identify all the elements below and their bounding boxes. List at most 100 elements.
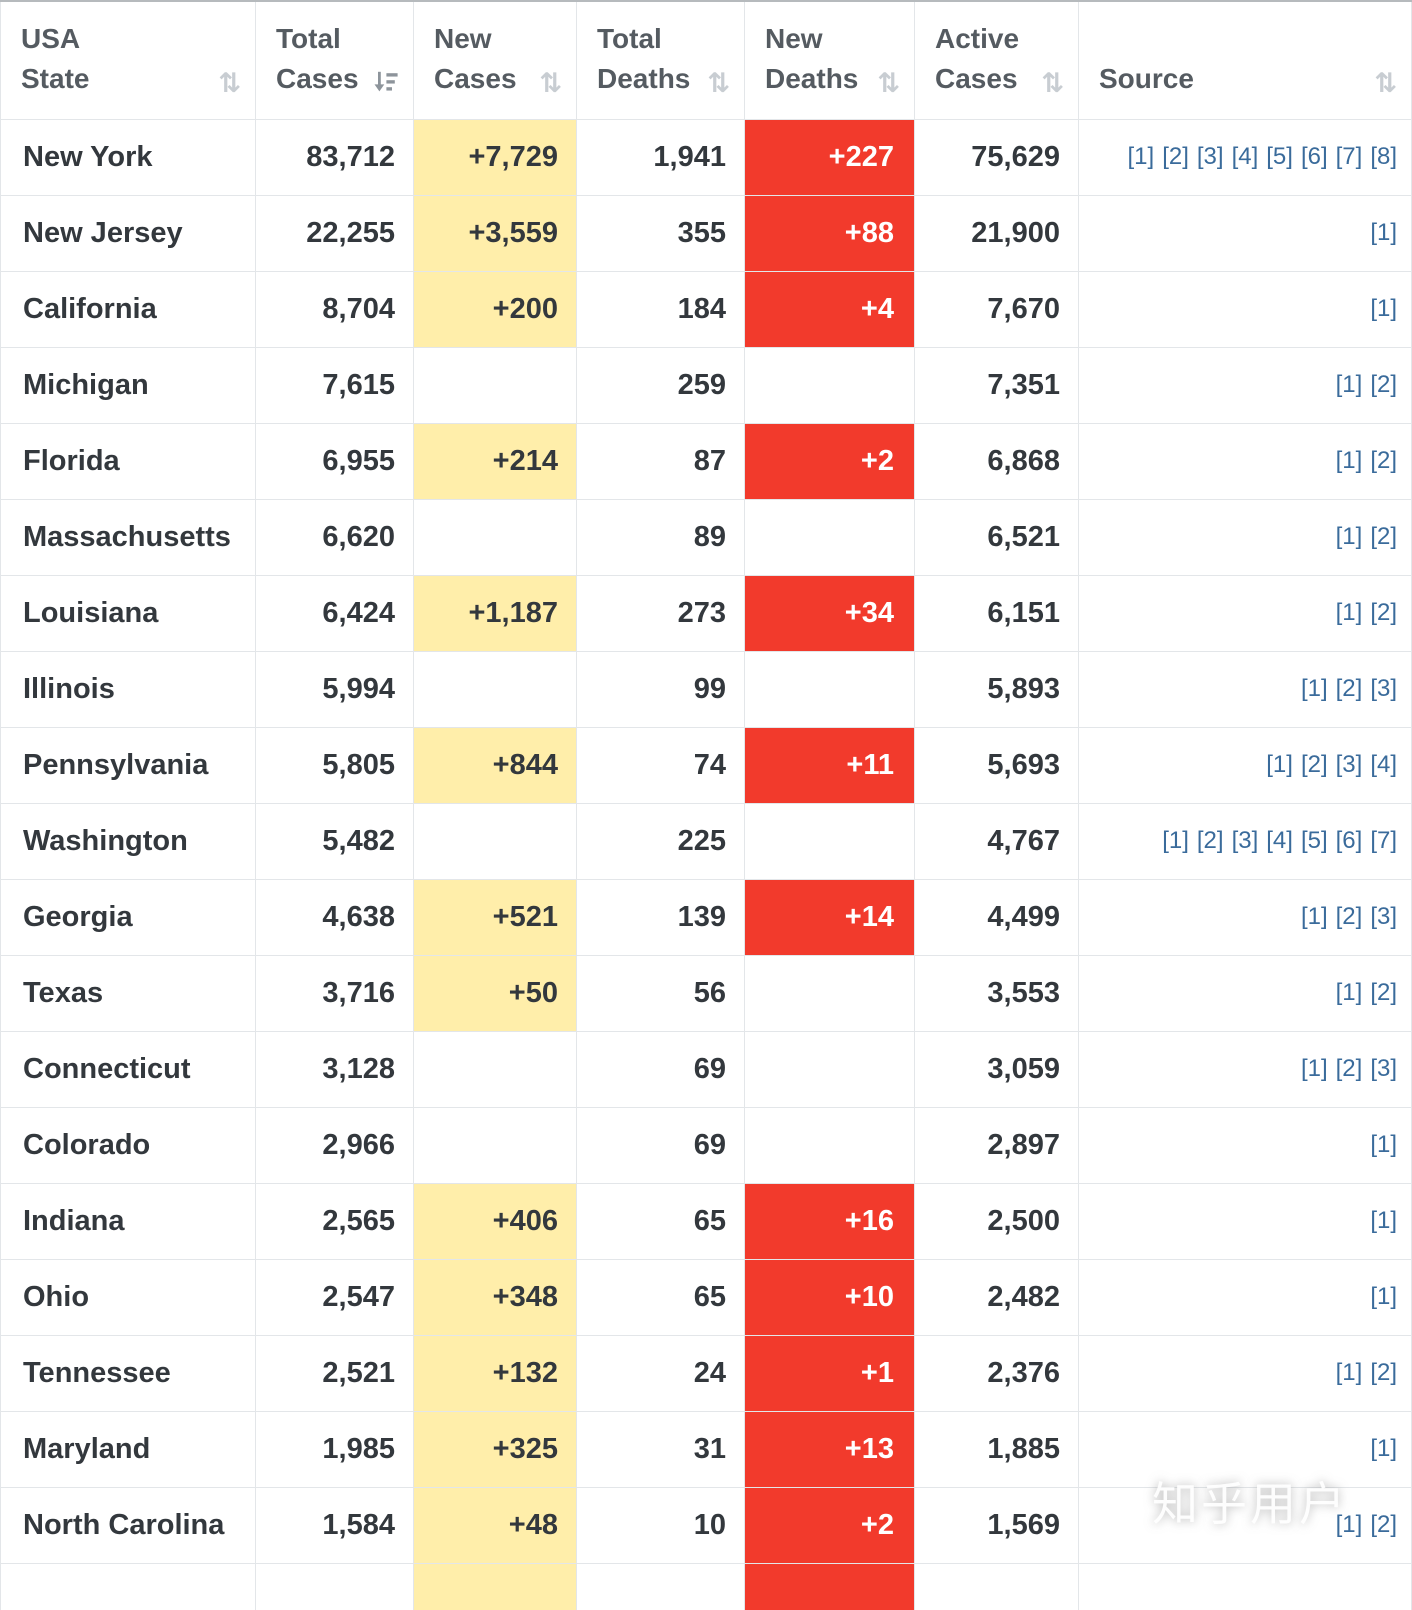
total-deaths-cell: 89 (576, 498, 745, 576)
source-link[interactable]: [2] (1162, 143, 1189, 170)
new-cases-cell: +3,559 (413, 194, 577, 272)
source-link[interactable]: [1] (1370, 1207, 1397, 1234)
table-row: Colorado 2,966 69 2,897 [1] (0, 1106, 1412, 1184)
sort-desc-active-icon[interactable] (371, 69, 399, 97)
source-link[interactable]: [1] (1335, 1359, 1363, 1386)
active-cases-cell: 6,868 (914, 422, 1079, 500)
total-cases-cell: 6,620 (255, 498, 414, 576)
col-header-source[interactable]: Source ⇅ (1078, 0, 1412, 120)
source-link[interactable]: [1] (1162, 827, 1189, 854)
new-cases-cell (413, 802, 577, 880)
source-link[interactable]: [2] (1370, 447, 1397, 474)
total-deaths-cell: 99 (576, 650, 745, 728)
table-row: Illinois 5,994 99 5,893 [1] [2] [3] (0, 650, 1412, 728)
state-cell: Maryland (0, 1410, 256, 1488)
source-link[interactable]: [2] (1335, 903, 1363, 930)
active-cases-cell: 2,500 (914, 1182, 1079, 1260)
table-row: Texas 3,716 +50 56 3,553 [1] [2] (0, 954, 1412, 1032)
total-cases-cell (255, 1562, 414, 1610)
total-deaths-cell: 10 (576, 1486, 745, 1564)
source-link[interactable]: [1] (1370, 219, 1397, 246)
new-deaths-cell: +227 (744, 118, 915, 196)
source-link[interactable]: [1] (1300, 1055, 1328, 1082)
source-link[interactable]: [5] (1266, 143, 1293, 170)
sort-both-icon[interactable]: ⇅ (218, 67, 241, 98)
sort-both-icon[interactable]: ⇅ (1041, 67, 1064, 98)
new-cases-cell: +7,729 (413, 118, 577, 196)
source-link[interactable]: [3] (1370, 675, 1397, 702)
source-link[interactable]: [1] (1127, 143, 1155, 170)
col-header-label: Total Cases (276, 23, 359, 94)
source-link[interactable]: [4] (1231, 143, 1259, 170)
source-link[interactable]: [1] (1266, 751, 1293, 778)
col-header-total-deaths[interactable]: Total Deaths ⇅ (576, 0, 745, 120)
source-link[interactable]: [1] (1300, 903, 1328, 930)
source-link[interactable]: [1] (1335, 1511, 1363, 1538)
new-cases-cell: +200 (413, 270, 577, 348)
source-link[interactable]: [6] (1335, 827, 1363, 854)
total-deaths-cell: 24 (576, 1334, 745, 1412)
table-row: New York 83,712 +7,729 1,941 +227 75,629 [1] [2… (0, 118, 1412, 196)
source-link[interactable]: [2] (1370, 599, 1397, 626)
source-link[interactable]: [1] (1370, 1283, 1397, 1310)
source-link[interactable]: [2] (1196, 827, 1224, 854)
total-deaths-cell: 184 (576, 270, 745, 348)
source-link[interactable]: [2] (1370, 523, 1397, 550)
col-header-usa-state[interactable]: USA State ⇅ (0, 0, 256, 120)
new-deaths-cell (744, 1030, 915, 1108)
source-link[interactable]: [1] (1335, 447, 1363, 474)
source-link[interactable]: [7] (1370, 827, 1397, 854)
source-link[interactable]: [1] (1370, 1435, 1397, 1462)
total-cases-cell: 3,716 (255, 954, 414, 1032)
source-link[interactable]: [2] (1370, 1359, 1397, 1386)
source-link[interactable]: [3] (1370, 903, 1397, 930)
source-link[interactable]: [3] (1335, 751, 1363, 778)
col-header-active-cases[interactable]: Active Cases ⇅ (914, 0, 1079, 120)
source-link[interactable]: [1] (1335, 979, 1363, 1006)
source-link[interactable]: [6] (1300, 143, 1328, 170)
source-link[interactable]: [4] (1266, 827, 1293, 854)
sort-both-icon[interactable]: ⇅ (1374, 67, 1397, 98)
source-link[interactable]: [2] (1335, 1055, 1363, 1082)
active-cases-cell: 5,693 (914, 726, 1079, 804)
source-cell: [1] [2] [3] [4] [5] [6] [7] (1078, 802, 1412, 880)
source-cell: [1] [2] [3] (1078, 1030, 1412, 1108)
total-deaths-cell: 74 (576, 726, 745, 804)
source-link[interactable]: [1] (1370, 295, 1397, 322)
table-row: North Carolina 1,584 +48 10 +2 1,569 [1] [2] (0, 1486, 1412, 1564)
source-link[interactable]: [5] (1300, 827, 1328, 854)
col-header-total-cases[interactable]: Total Cases (255, 0, 414, 120)
new-deaths-cell: +88 (744, 194, 915, 272)
source-link[interactable]: [1] (1300, 675, 1328, 702)
col-header-new-deaths[interactable]: New Deaths ⇅ (744, 0, 915, 120)
new-cases-cell: +325 (413, 1410, 577, 1488)
new-deaths-cell: +1 (744, 1334, 915, 1412)
source-link[interactable]: [1] (1335, 599, 1363, 626)
state-cell: Tennessee (0, 1334, 256, 1412)
source-link[interactable]: [7] (1335, 143, 1363, 170)
source-link[interactable]: [3] (1370, 1055, 1397, 1082)
table-row: Florida 6,955 +214 87 +2 6,868 [1] [2] (0, 422, 1412, 500)
source-cell: [1] [2] (1078, 498, 1412, 576)
source-link[interactable]: [4] (1370, 751, 1397, 778)
source-link[interactable]: [3] (1196, 143, 1224, 170)
state-cell: Indiana (0, 1182, 256, 1260)
source-link[interactable]: [2] (1370, 371, 1397, 398)
source-link[interactable]: [1] (1370, 1131, 1397, 1158)
sort-both-icon[interactable]: ⇅ (539, 67, 562, 98)
col-header-new-cases[interactable]: New Cases ⇅ (413, 0, 577, 120)
sort-both-icon[interactable]: ⇅ (877, 67, 900, 98)
source-link[interactable]: [2] (1370, 1511, 1397, 1538)
source-link[interactable]: [8] (1370, 143, 1397, 170)
source-cell: [1] [2] [3] (1078, 878, 1412, 956)
source-link[interactable]: [2] (1370, 979, 1397, 1006)
sort-both-icon[interactable]: ⇅ (707, 67, 730, 98)
source-link[interactable]: [1] (1335, 371, 1363, 398)
source-link[interactable]: [1] (1335, 523, 1363, 550)
source-link[interactable]: [3] (1231, 827, 1259, 854)
active-cases-cell: 7,670 (914, 270, 1079, 348)
source-link[interactable]: [2] (1300, 751, 1328, 778)
state-cell: Florida (0, 422, 256, 500)
source-link[interactable]: [2] (1335, 675, 1363, 702)
